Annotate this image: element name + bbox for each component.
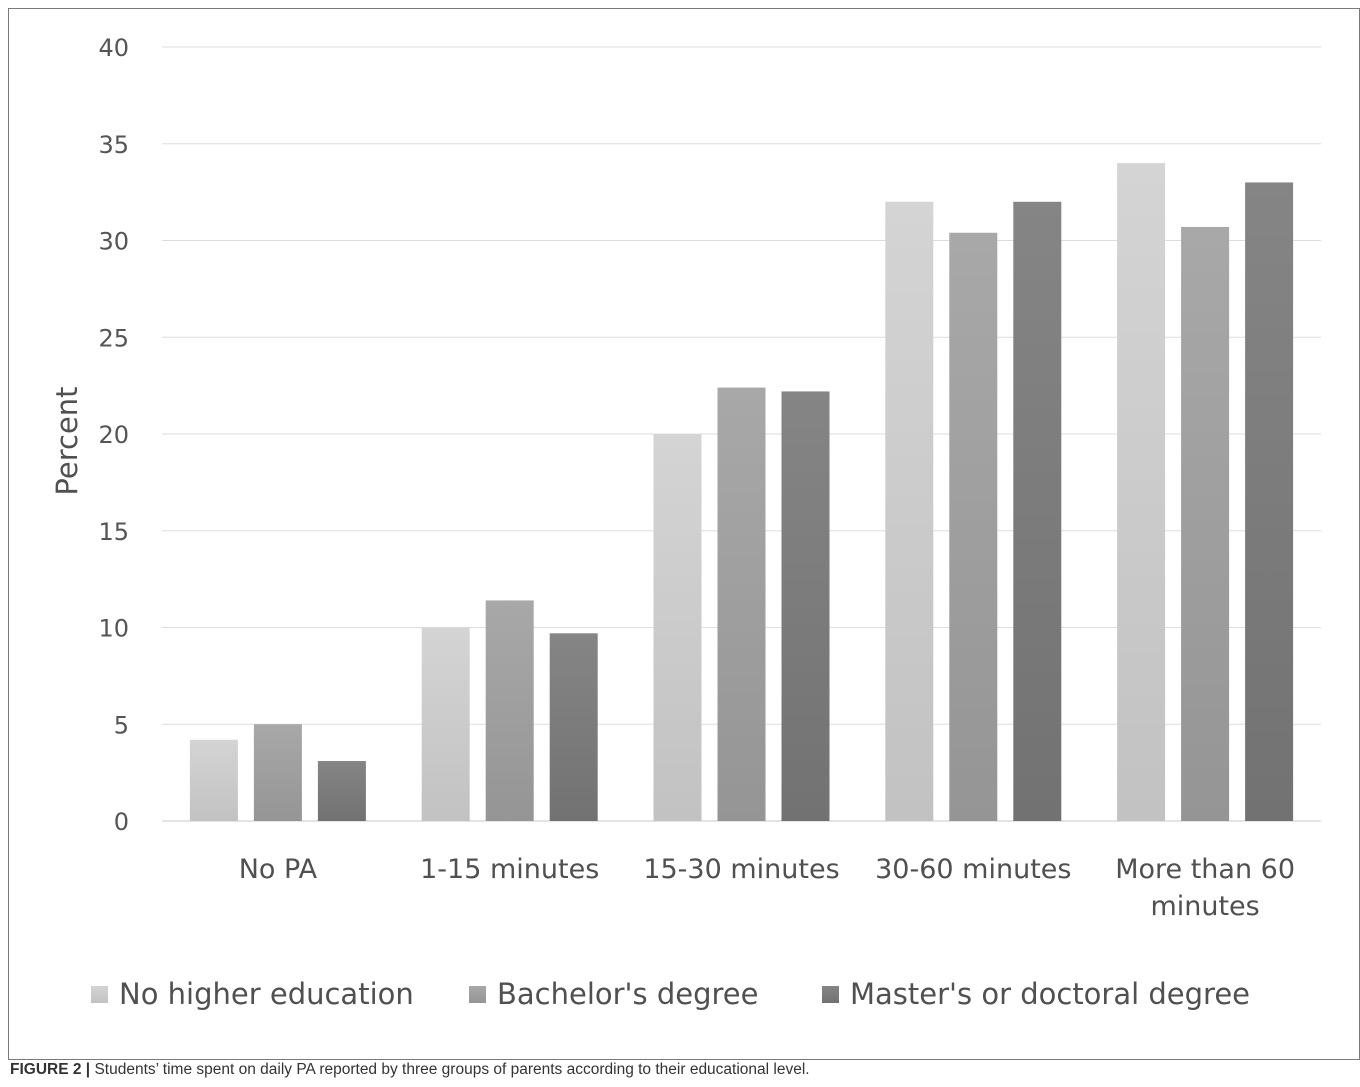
legend-swatch — [91, 986, 108, 1003]
legend-item: Master's or doctoral degree — [822, 977, 1250, 1011]
bar — [717, 387, 766, 821]
y-tick-label: 30 — [98, 228, 129, 256]
bar — [421, 627, 470, 821]
x-category-label: 15-30 minutes — [643, 854, 839, 885]
legend-swatch — [469, 986, 486, 1003]
figure-frame: 0 5 10 15 20 25 30 35 40 No PA 1-15 minutes 15-30 … — [8, 8, 1360, 1060]
bar — [189, 739, 238, 821]
y-axis-ticks: 0 5 10 15 20 25 30 35 40 — [98, 34, 129, 836]
bar — [485, 600, 534, 821]
legend: No higher education Bachelor's degree Mast… — [91, 977, 1250, 1011]
bars — [189, 163, 1294, 822]
y-tick-label: 10 — [98, 615, 129, 643]
bar — [549, 633, 598, 821]
figure-caption: FIGURE 2 | Students’ time spent on daily… — [10, 1061, 1350, 1079]
y-axis-label: Percent — [50, 386, 84, 495]
bar — [317, 761, 366, 821]
bar — [1181, 226, 1230, 821]
legend-swatch — [822, 986, 839, 1003]
bar — [1013, 201, 1062, 822]
bar — [653, 434, 702, 821]
y-tick-label: 35 — [98, 131, 129, 159]
bar — [949, 232, 998, 821]
caption-text: Students’ time spent on daily PA reporte… — [90, 1061, 810, 1078]
y-tick-label: 15 — [98, 518, 129, 546]
x-category-label: No PA — [239, 854, 318, 885]
y-tick-label: 5 — [114, 711, 129, 739]
legend-item: Bachelor's degree — [469, 977, 758, 1011]
legend-label: Master's or doctoral degree — [850, 977, 1250, 1011]
bar — [1117, 163, 1166, 822]
legend-label: No higher education — [119, 977, 414, 1011]
y-tick-label: 25 — [98, 324, 129, 352]
x-axis-categories: No PA 1-15 minutes 15-30 minutes 30-60 minu… — [239, 854, 1295, 922]
y-tick-label: 0 — [114, 808, 129, 836]
x-category-label: 1-15 minutes — [420, 854, 599, 885]
bar — [1245, 182, 1294, 821]
y-tick-label: 40 — [98, 34, 129, 62]
bar — [885, 201, 934, 822]
x-category-label: minutes — [1150, 891, 1259, 922]
legend-item: No higher education — [91, 977, 414, 1011]
x-category-label: 30-60 minutes — [875, 854, 1071, 885]
bar — [253, 724, 302, 821]
bar-chart: 0 5 10 15 20 25 30 35 40 No PA 1-15 minutes 15-30 … — [50, 34, 1321, 1011]
x-category-label: More than 60 — [1115, 854, 1295, 885]
legend-label: Bachelor's degree — [497, 977, 758, 1011]
caption-label: FIGURE 2 | — [10, 1061, 91, 1078]
bar — [781, 391, 830, 821]
y-tick-label: 20 — [98, 421, 129, 449]
